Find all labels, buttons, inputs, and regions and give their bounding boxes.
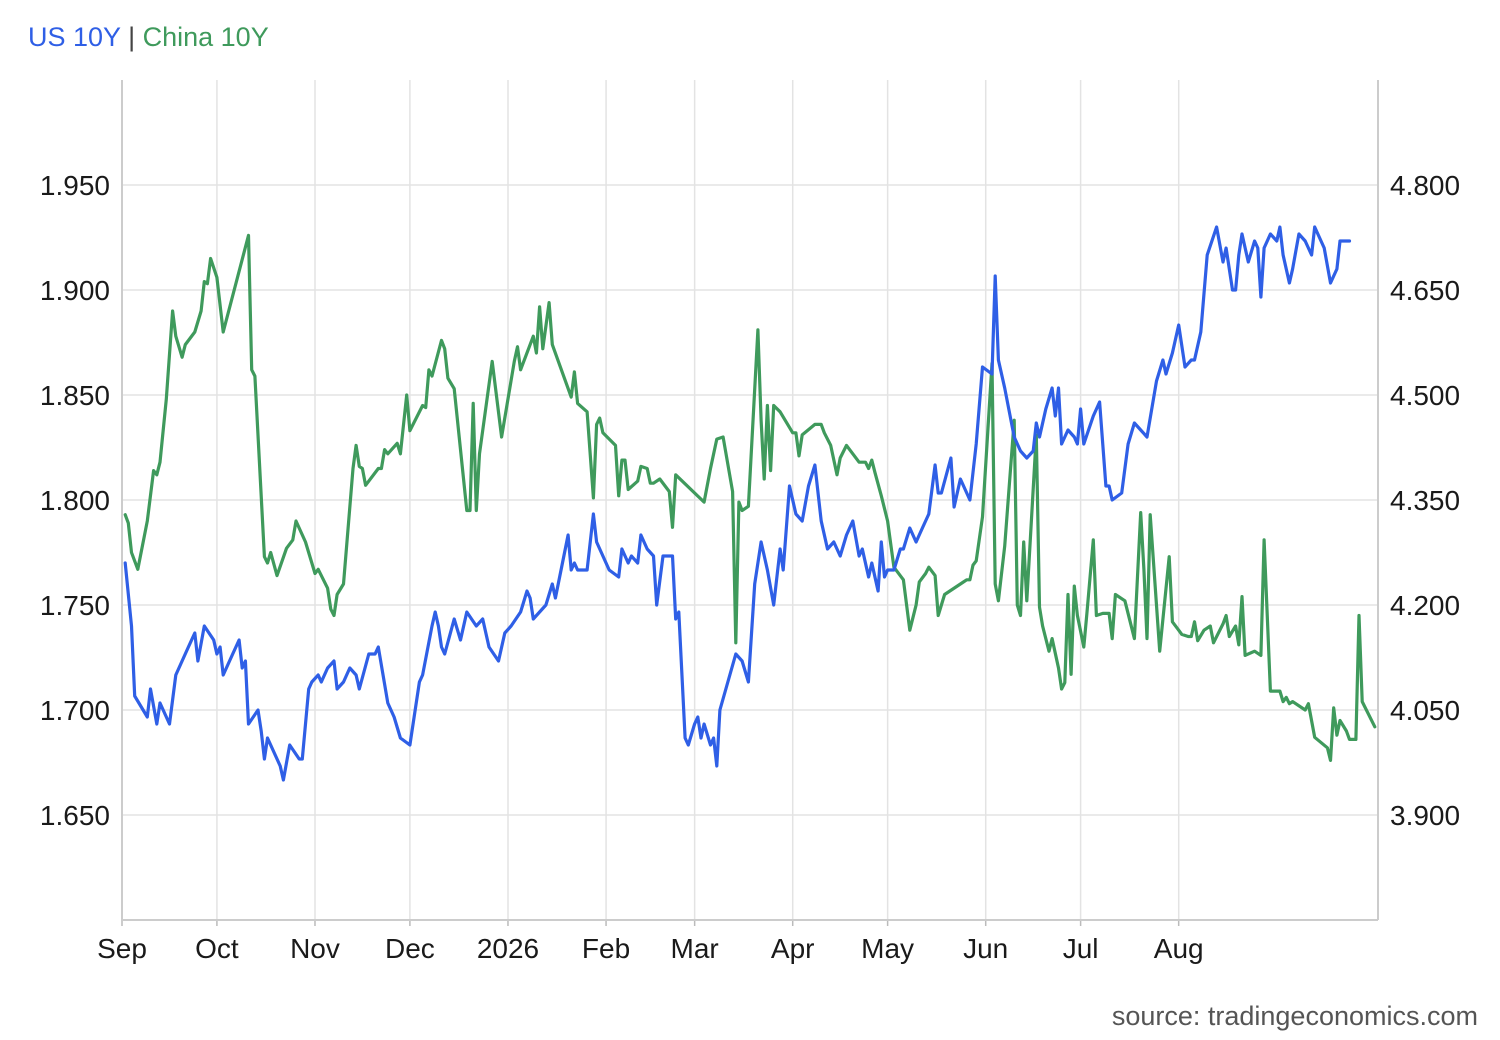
source-credit[interactable]: source: tradingeconomics.com	[1111, 1001, 1478, 1031]
series-lines	[123, 225, 1377, 782]
x-axis-tick: Mar	[671, 933, 719, 964]
x-axis-tick: May	[861, 933, 914, 964]
left-axis-tick: 1.800	[40, 485, 110, 516]
left-axis-tick: 1.750	[40, 590, 110, 621]
left-axis-tick: 1.950	[40, 170, 110, 201]
x-axis-tick: Aug	[1154, 933, 1204, 964]
right-axis-tick: 4.050	[1390, 695, 1460, 726]
right-axis-tick: 4.200	[1390, 590, 1460, 621]
right-axis-tick: 4.500	[1390, 380, 1460, 411]
x-axis-tick: Jul	[1063, 933, 1099, 964]
x-axis-tick: Oct	[195, 933, 239, 964]
series-line-us-10y[interactable]	[123, 225, 1352, 782]
legend-us-10y[interactable]: US 10Y	[28, 22, 121, 52]
left-axis-tick: 1.700	[40, 695, 110, 726]
legend-china-10y[interactable]: China 10Y	[142, 22, 269, 52]
axes: 1.950 4.800 1.900 4.650 1.850 4.500 1.800 4.350…	[40, 80, 1460, 964]
left-axis-tick: 1.850	[40, 380, 110, 411]
legend-separator: |	[128, 22, 136, 52]
x-axis-tick: Feb	[582, 933, 630, 964]
x-axis-tick: Dec	[385, 933, 435, 964]
x-axis-tick: 2026	[477, 933, 539, 964]
legend: US 10Y | China 10Y	[28, 22, 269, 53]
right-axis-tick: 4.800	[1390, 170, 1460, 201]
x-axis-tick: Apr	[771, 933, 815, 964]
x-axis-tick: Nov	[290, 933, 340, 964]
left-axis-tick: 1.900	[40, 275, 110, 306]
right-axis-tick: 4.350	[1390, 485, 1460, 516]
series-line-china-10y[interactable]	[123, 233, 1377, 762]
right-axis-tick: 3.900	[1390, 800, 1460, 831]
x-axis-tick: Jun	[963, 933, 1008, 964]
right-axis-tick: 4.650	[1390, 275, 1460, 306]
left-axis-tick: 1.650	[40, 800, 110, 831]
x-axis-tick: Sep	[97, 933, 147, 964]
